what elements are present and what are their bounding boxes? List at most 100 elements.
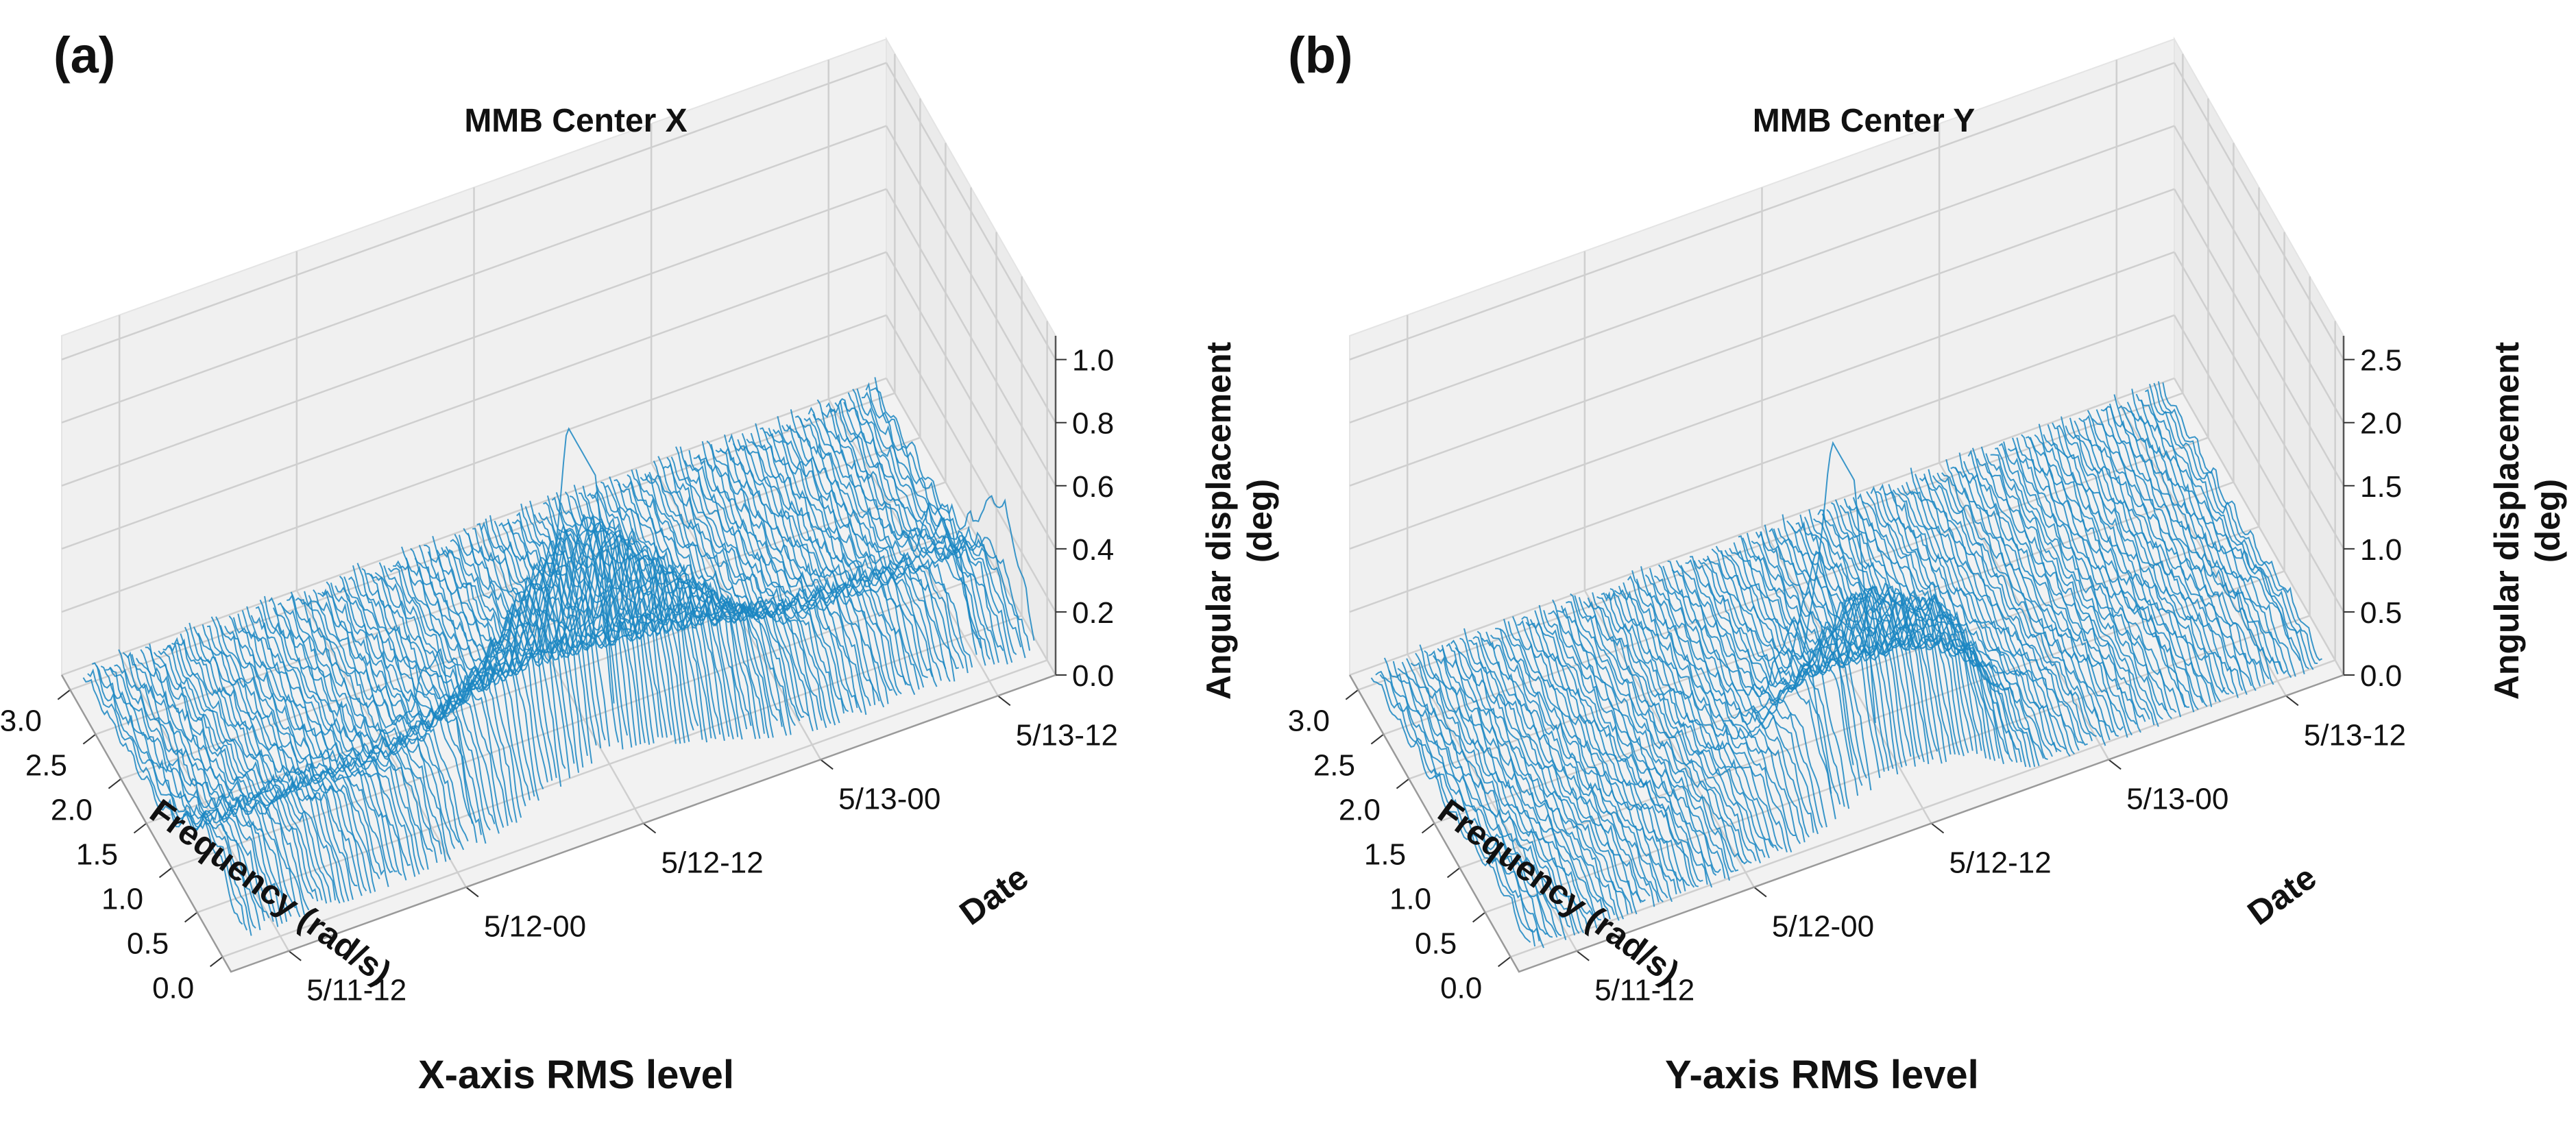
series-line (1932, 475, 2093, 741)
z-tick-label: 0.4 (1072, 533, 1114, 567)
grid-line (2173, 125, 2345, 424)
series-line (1839, 504, 2000, 759)
series-line (733, 443, 893, 691)
series-line (1406, 658, 1567, 940)
y-tick-label: 5/12-00 (1772, 910, 1874, 944)
y-tick-mark (288, 950, 302, 961)
series-line (197, 633, 358, 887)
series-line (356, 563, 518, 823)
x-tick-mark (210, 956, 223, 968)
series-line (710, 443, 871, 707)
series-line (1808, 509, 1969, 753)
y-tick-mark (1753, 886, 1767, 898)
series-line (2157, 381, 2318, 664)
series-line (816, 399, 977, 655)
series-line (1994, 447, 2155, 726)
panel-caption: Y-axis RMS level (1665, 1053, 1979, 1097)
x-tick-mark (1446, 867, 1461, 879)
series-line (666, 456, 827, 728)
series-line (2145, 389, 2305, 674)
series-line (1375, 670, 1536, 947)
grid-line (2173, 315, 2345, 613)
series-line (587, 492, 748, 730)
series-line (670, 456, 831, 724)
series-line (2007, 447, 2168, 711)
x-tick-label: 2.0 (1339, 794, 1381, 827)
series-line (290, 591, 451, 860)
series-line (2034, 434, 2195, 713)
y-tick-mark (820, 759, 834, 770)
y-tick-label: 5/13-12 (1016, 718, 1118, 752)
series-line (1888, 484, 2048, 761)
chart-title: MMB Center X (464, 103, 687, 139)
series-line (1834, 499, 1996, 761)
y-tick-mark (2285, 695, 2299, 707)
x-tick-label: 0.5 (1415, 927, 1457, 960)
panel-caption: X-axis RMS level (418, 1053, 734, 1097)
grid-line (1349, 125, 2175, 424)
series-line (2043, 434, 2204, 703)
series-line (1485, 631, 1646, 903)
z-tick-label: 0.5 (2360, 596, 2402, 630)
z-tick-label: 2.0 (2360, 407, 2402, 441)
series-line (1644, 574, 1806, 843)
series-line (219, 625, 380, 880)
series-line (1915, 474, 2075, 755)
series-line (852, 389, 1013, 663)
y-tick-label: 5/12-12 (1949, 846, 2052, 880)
series-line (2047, 424, 2208, 707)
series-line (2135, 393, 2296, 677)
series-line (724, 434, 885, 708)
series-line (861, 391, 1022, 648)
x-tick-label: 1.0 (101, 882, 143, 916)
series-line (755, 423, 916, 696)
series-line (1733, 542, 1894, 769)
surface-chart-y: 0.0 0.5 1.0 1.5 2.0 2.5 3.0 5/11-12 5/12-00 5/12-… (1288, 36, 2567, 1007)
series-line (454, 427, 615, 704)
series-line (1428, 650, 1589, 929)
series-line (1897, 487, 2058, 752)
series-line (516, 511, 677, 744)
grid-line (1349, 62, 2175, 360)
x-tick-label: 1.5 (76, 838, 118, 872)
series-line (2149, 384, 2309, 670)
x-tick-mark (1345, 689, 1359, 700)
grid-line (61, 314, 887, 613)
series-line (2078, 417, 2239, 698)
series-line (445, 528, 606, 741)
series-line (326, 581, 487, 844)
series-line (1742, 537, 1903, 768)
series-line (874, 377, 1035, 641)
series-line (2038, 424, 2199, 711)
series-line (100, 665, 261, 931)
chart-panel-b: (b) 0.0 0.5 1.0 1.5 2.0 2.5 3.0 5/11-12 5/12-00 5… (1288, 0, 2576, 1128)
series-line (1990, 454, 2150, 720)
series-line (206, 625, 367, 892)
grid-line (61, 188, 887, 487)
series-line (1945, 459, 2106, 746)
series-line (648, 471, 810, 717)
series-line (140, 649, 301, 918)
series-line (272, 607, 433, 853)
series-line (1596, 596, 1757, 861)
series-line (1764, 524, 1925, 763)
series-line (675, 446, 836, 726)
series-line (2074, 420, 2235, 695)
series-line (847, 392, 1008, 665)
series-line (1618, 585, 1779, 852)
z-tick-label: 0.8 (1072, 407, 1114, 441)
series-line (304, 591, 465, 850)
series-line (1680, 565, 1841, 805)
x-tick-label: 3.0 (0, 704, 42, 738)
series-line (1424, 650, 1584, 933)
series-line (1455, 647, 1616, 916)
chart-title: MMB Center Y (1753, 103, 1976, 139)
series-line (1397, 667, 1558, 938)
x-tick-label: 1.5 (1364, 838, 1406, 872)
series-line (1799, 514, 1960, 755)
series-line (1446, 643, 1607, 923)
series-line (1560, 605, 1721, 873)
series-line (1928, 469, 2088, 746)
series-line (343, 576, 505, 828)
series-line (237, 613, 398, 872)
